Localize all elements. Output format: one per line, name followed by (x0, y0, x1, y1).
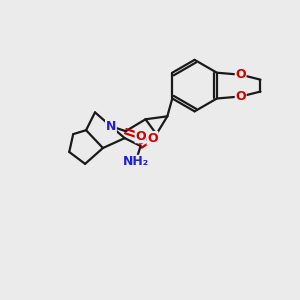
Text: N: N (106, 120, 116, 133)
Text: O: O (236, 68, 246, 81)
Text: O: O (135, 130, 146, 142)
Text: N: N (106, 120, 116, 133)
Text: O: O (236, 90, 246, 103)
Text: NH₂: NH₂ (123, 155, 149, 168)
Text: O: O (147, 132, 158, 145)
